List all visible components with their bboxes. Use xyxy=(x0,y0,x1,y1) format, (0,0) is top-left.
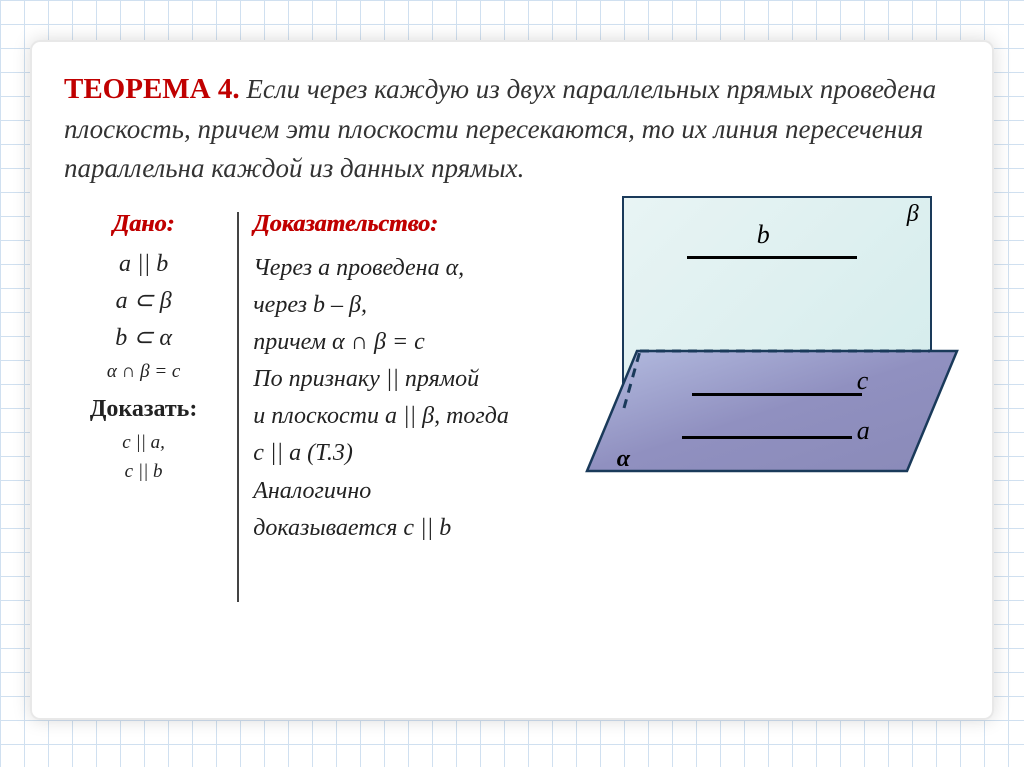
geometry-diagram: b c a β α xyxy=(582,196,960,536)
proof-line-2: через b – β, xyxy=(253,287,562,324)
proof-line-8: доказывается c || b xyxy=(253,510,562,547)
line-a xyxy=(682,436,852,439)
given-line-1: a || b xyxy=(64,246,223,283)
given-line-4: α ∩ β = c xyxy=(64,357,223,386)
line-b xyxy=(687,256,857,259)
proof-line-7: Аналогично xyxy=(253,473,562,510)
proof-line-5: и плоскости a || β, тогда xyxy=(253,398,562,435)
proof-line-1: Через a проведена α, xyxy=(253,250,562,287)
given-line-2: a ⊂ β xyxy=(64,283,223,320)
prove-line-2: c || b xyxy=(64,457,223,486)
label-alpha: α xyxy=(617,446,630,473)
label-beta: β xyxy=(907,201,919,228)
proof-line-4: По признаку || прямой xyxy=(253,361,562,398)
proof-column: Доказательство: Через a проведена α, чер… xyxy=(253,206,562,547)
label-c: c xyxy=(857,366,869,396)
given-column: Дано: a || b a ⊂ β b ⊂ α α ∩ β = c Доказ… xyxy=(64,206,233,486)
prove-heading: Доказать: xyxy=(64,391,223,428)
content-columns: Дано: a || b a ⊂ β b ⊂ α α ∩ β = c Доказ… xyxy=(64,206,960,602)
proof-line-6: c || a (Т.3) xyxy=(253,435,562,472)
proof-line-3: причем α ∩ β = c xyxy=(253,324,562,361)
prove-line-1: c || a, xyxy=(64,428,223,457)
line-c xyxy=(692,393,862,396)
content-card: ТЕОРЕМА 4. Если через каждую из двух пар… xyxy=(30,40,994,720)
proof-heading: Доказательство: xyxy=(253,206,562,243)
given-line-3: b ⊂ α xyxy=(64,320,223,357)
theorem-statement: ТЕОРЕМА 4. Если через каждую из двух пар… xyxy=(64,68,960,188)
given-heading: Дано: xyxy=(64,206,223,243)
theorem-label: ТЕОРЕМА 4. xyxy=(64,73,240,105)
label-b: b xyxy=(757,220,770,250)
dashed-hidden-edge xyxy=(582,196,962,536)
vertical-divider xyxy=(237,212,239,602)
label-a: a xyxy=(857,416,870,446)
